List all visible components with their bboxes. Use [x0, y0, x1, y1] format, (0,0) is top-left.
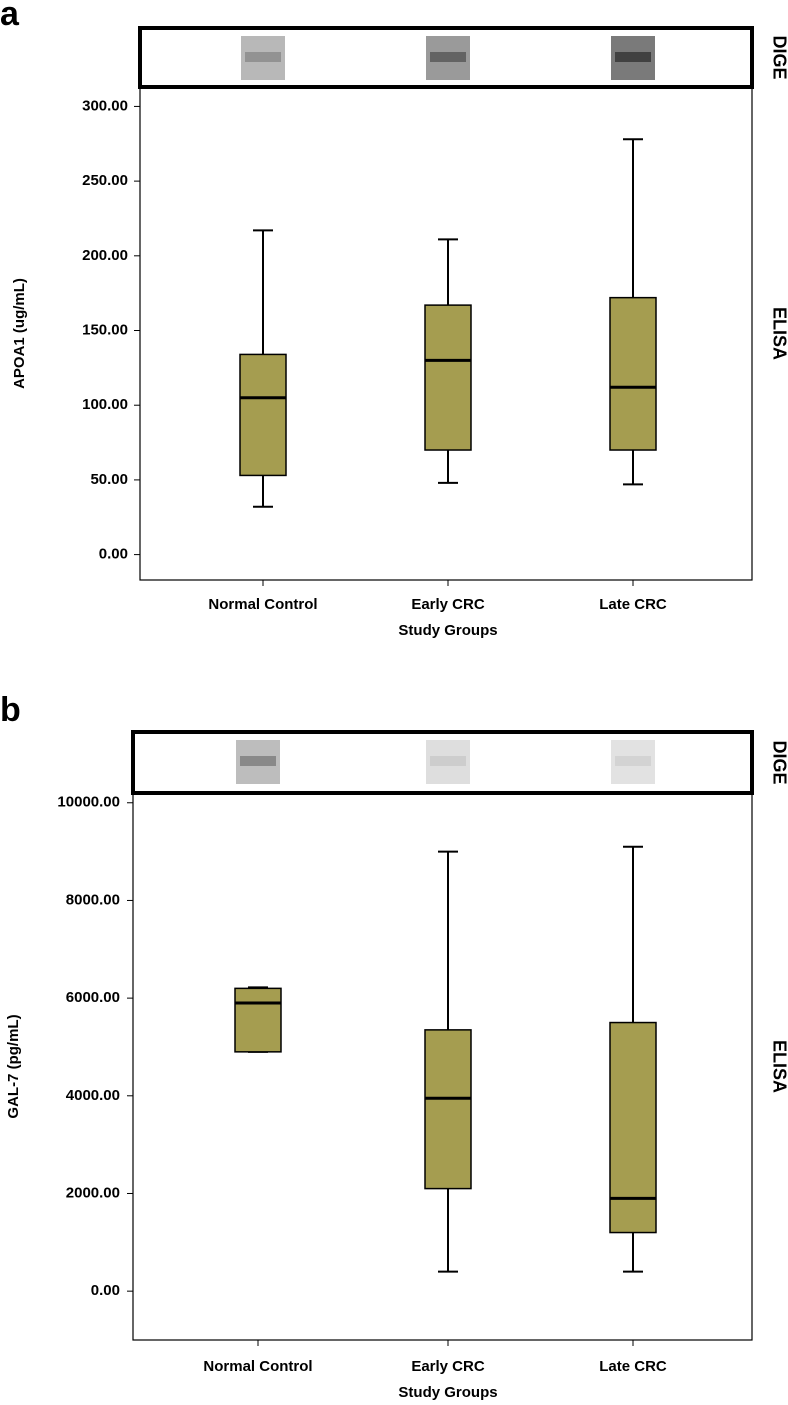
box — [609, 1021, 657, 1234]
panel-letter: b — [0, 691, 21, 729]
side-label: ELISA — [769, 307, 788, 360]
dige-spot — [615, 52, 651, 62]
y-axis-label: APOA1 (ug/mL) — [11, 278, 28, 389]
y-tick-label: 6000.00 — [66, 989, 120, 1006]
strip-label: DIGE — [769, 35, 788, 79]
y-tick-label: 2000.00 — [66, 1184, 120, 1201]
panel-letter: a — [0, 0, 20, 33]
x-axis-label: Study Groups — [398, 622, 497, 639]
dige-spot — [430, 52, 466, 62]
dige-spot — [240, 756, 276, 766]
y-tick-label: 300.00 — [82, 97, 128, 114]
y-tick-label: 200.00 — [82, 247, 128, 264]
dige-spot — [615, 756, 651, 766]
x-axis-label: Study Groups — [398, 1384, 497, 1401]
box — [239, 353, 287, 477]
y-tick-label: 0.00 — [91, 1282, 120, 1299]
box — [234, 987, 282, 1053]
y-tick-label: 50.00 — [90, 471, 128, 488]
box — [609, 296, 657, 451]
x-tick-label: Normal Control — [203, 1358, 312, 1375]
plot-frame — [132, 792, 753, 1341]
box — [424, 304, 472, 451]
y-tick-label: 150.00 — [82, 321, 128, 338]
y-tick-label: 4000.00 — [66, 1087, 120, 1104]
x-tick-label: Normal Control — [208, 596, 317, 613]
side-label: ELISA — [769, 1040, 788, 1093]
plot-frame — [139, 86, 753, 581]
y-tick-label: 10000.00 — [57, 794, 120, 811]
dige-spot — [430, 756, 466, 766]
dige-spot — [245, 52, 281, 62]
x-tick-label: Early CRC — [411, 596, 485, 613]
y-tick-label: 0.00 — [99, 546, 128, 563]
y-tick-label: 8000.00 — [66, 891, 120, 908]
strip-label: DIGE — [769, 740, 788, 784]
box — [424, 1029, 472, 1190]
x-tick-label: Late CRC — [599, 1358, 667, 1375]
y-axis-label: GAL-7 (pg/mL) — [5, 1014, 22, 1118]
x-tick-label: Late CRC — [599, 596, 667, 613]
y-tick-label: 100.00 — [82, 396, 128, 413]
x-tick-label: Early CRC — [411, 1358, 485, 1375]
y-tick-label: 250.00 — [82, 172, 128, 189]
